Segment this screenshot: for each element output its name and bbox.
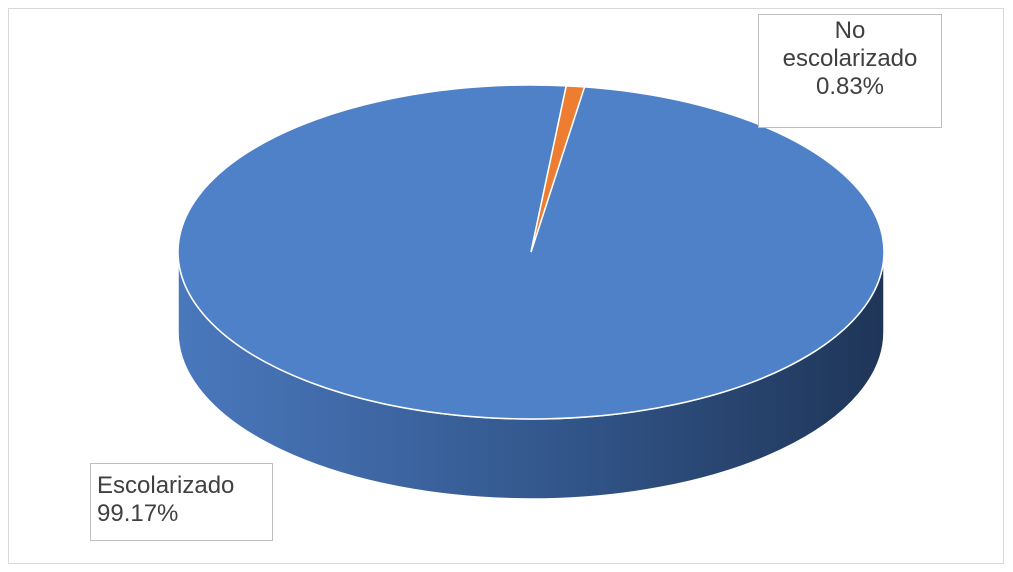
- label-category-line2: escolarizado: [782, 45, 918, 72]
- pie-chart: [177, 84, 885, 500]
- data-label-no-escolarizado: No escolarizado 0.83%: [758, 14, 942, 128]
- label-value: 99.17%: [97, 500, 179, 527]
- data-label-escolarizado: Escolarizado 99.17%: [90, 463, 273, 541]
- chart-area: No escolarizado 0.83% Escolarizado 99.17…: [8, 8, 1004, 564]
- label-value: 0.83%: [815, 73, 885, 100]
- label-category-line1: No: [834, 17, 866, 44]
- label-category: Escolarizado: [97, 472, 235, 499]
- pie-slice-no-escolarizado: [530, 85, 586, 253]
